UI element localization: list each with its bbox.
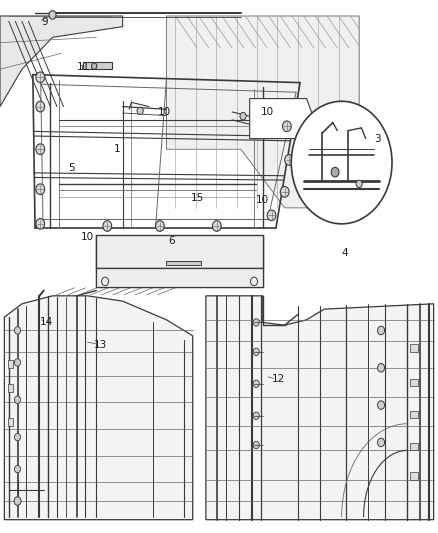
Circle shape xyxy=(49,11,56,19)
Circle shape xyxy=(253,441,259,449)
Circle shape xyxy=(280,187,289,197)
Circle shape xyxy=(14,465,21,473)
Circle shape xyxy=(36,184,45,195)
Text: 5: 5 xyxy=(68,163,74,173)
Circle shape xyxy=(36,144,45,155)
Polygon shape xyxy=(410,443,418,450)
Polygon shape xyxy=(410,379,418,386)
Circle shape xyxy=(14,433,21,441)
Circle shape xyxy=(251,277,258,286)
Circle shape xyxy=(36,101,45,112)
Text: 13: 13 xyxy=(94,341,107,350)
Text: 15: 15 xyxy=(191,193,204,203)
Circle shape xyxy=(378,326,385,335)
Polygon shape xyxy=(8,360,13,368)
Circle shape xyxy=(378,401,385,409)
Polygon shape xyxy=(8,418,13,426)
Polygon shape xyxy=(206,296,434,520)
Polygon shape xyxy=(0,16,123,107)
Circle shape xyxy=(378,438,385,447)
Circle shape xyxy=(240,112,246,120)
Text: 3: 3 xyxy=(374,134,381,143)
Circle shape xyxy=(137,107,143,115)
Circle shape xyxy=(92,63,97,69)
Circle shape xyxy=(291,101,392,224)
Circle shape xyxy=(103,221,112,231)
Circle shape xyxy=(267,210,276,221)
Circle shape xyxy=(212,221,221,231)
Circle shape xyxy=(14,396,21,403)
Circle shape xyxy=(283,121,291,132)
Circle shape xyxy=(102,277,109,286)
Circle shape xyxy=(253,380,259,387)
Circle shape xyxy=(14,327,21,334)
Text: 10: 10 xyxy=(256,195,269,205)
Circle shape xyxy=(14,359,21,366)
Polygon shape xyxy=(8,384,13,392)
Circle shape xyxy=(285,155,293,165)
Circle shape xyxy=(331,167,339,177)
Circle shape xyxy=(14,497,21,505)
Text: 11: 11 xyxy=(77,62,90,71)
Circle shape xyxy=(36,72,45,83)
Text: 1: 1 xyxy=(114,144,120,154)
Circle shape xyxy=(36,219,45,229)
Polygon shape xyxy=(4,296,193,520)
Polygon shape xyxy=(410,472,418,480)
Text: 4: 4 xyxy=(342,248,348,258)
Text: 10: 10 xyxy=(158,107,171,117)
Text: 12: 12 xyxy=(272,375,285,384)
Text: 9: 9 xyxy=(42,18,48,27)
Polygon shape xyxy=(83,62,112,69)
Text: 14: 14 xyxy=(39,318,53,327)
Text: 6: 6 xyxy=(169,236,175,246)
Circle shape xyxy=(253,412,259,419)
Text: 10: 10 xyxy=(261,107,274,117)
Polygon shape xyxy=(96,235,263,268)
Polygon shape xyxy=(410,411,418,418)
Circle shape xyxy=(155,221,164,231)
Text: 10: 10 xyxy=(81,232,94,241)
Circle shape xyxy=(253,319,259,326)
Polygon shape xyxy=(410,344,418,352)
Polygon shape xyxy=(166,16,359,208)
Circle shape xyxy=(378,364,385,372)
Circle shape xyxy=(356,180,362,188)
Polygon shape xyxy=(96,268,263,287)
Circle shape xyxy=(253,348,259,356)
Polygon shape xyxy=(166,261,201,265)
Polygon shape xyxy=(250,99,315,139)
